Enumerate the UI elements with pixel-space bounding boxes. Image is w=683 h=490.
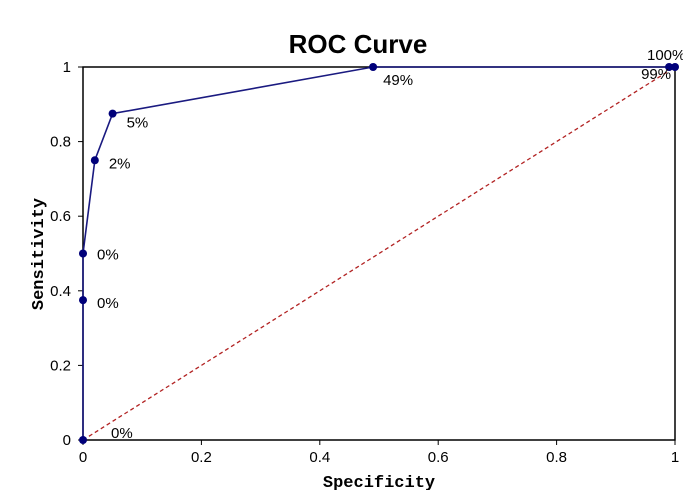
roc-point [369,63,378,71]
x-tick-label: 0.8 [546,449,567,466]
roc-point-label: 100% [647,47,683,64]
series-group: 0% 0% 0% 2% 5% 49% 99% 100% [79,47,683,444]
reference-line [82,66,676,441]
x-axis-label: Specificity [323,474,435,490]
x-tick-label: 1 [671,449,679,466]
x-tick-label: 0 [79,449,87,466]
roc-point-label: 0% [97,295,119,312]
y-tick-label: 1 [63,59,71,76]
roc-point-label: 0% [97,247,119,264]
y-tick-label: 0.4 [50,283,71,300]
roc-point [90,156,99,165]
x-tick-label: 0.6 [428,449,449,466]
roc-point-label: 99% [641,66,671,83]
roc-point-label: 2% [109,155,131,172]
roc-point-label: 5% [127,115,149,132]
y-tick-label: 0.2 [50,357,71,374]
roc-point [108,109,117,118]
chart-title: ROC Curve [289,29,428,59]
roc-point-label: 49% [383,72,413,89]
plot-area [82,66,676,441]
roc-point [79,296,87,305]
x-tick-label: 0.4 [309,449,330,466]
roc-point-label: 0% [111,425,133,442]
axis-ticks: 0 0.2 0.4 0.6 0.8 1 0 0.2 0.4 0.6 0.8 1 [50,59,679,466]
roc-point [79,436,87,444]
x-tick-label: 0.2 [191,449,212,466]
y-tick-label: 0.8 [50,134,71,151]
y-tick-label: 0 [63,432,71,449]
roc-point [671,63,679,71]
y-tick-label: 0.6 [50,208,71,225]
roc-point [665,63,674,71]
roc-point [79,249,87,258]
roc-line [82,66,675,440]
y-axis-label: Sensitivity [30,198,49,310]
